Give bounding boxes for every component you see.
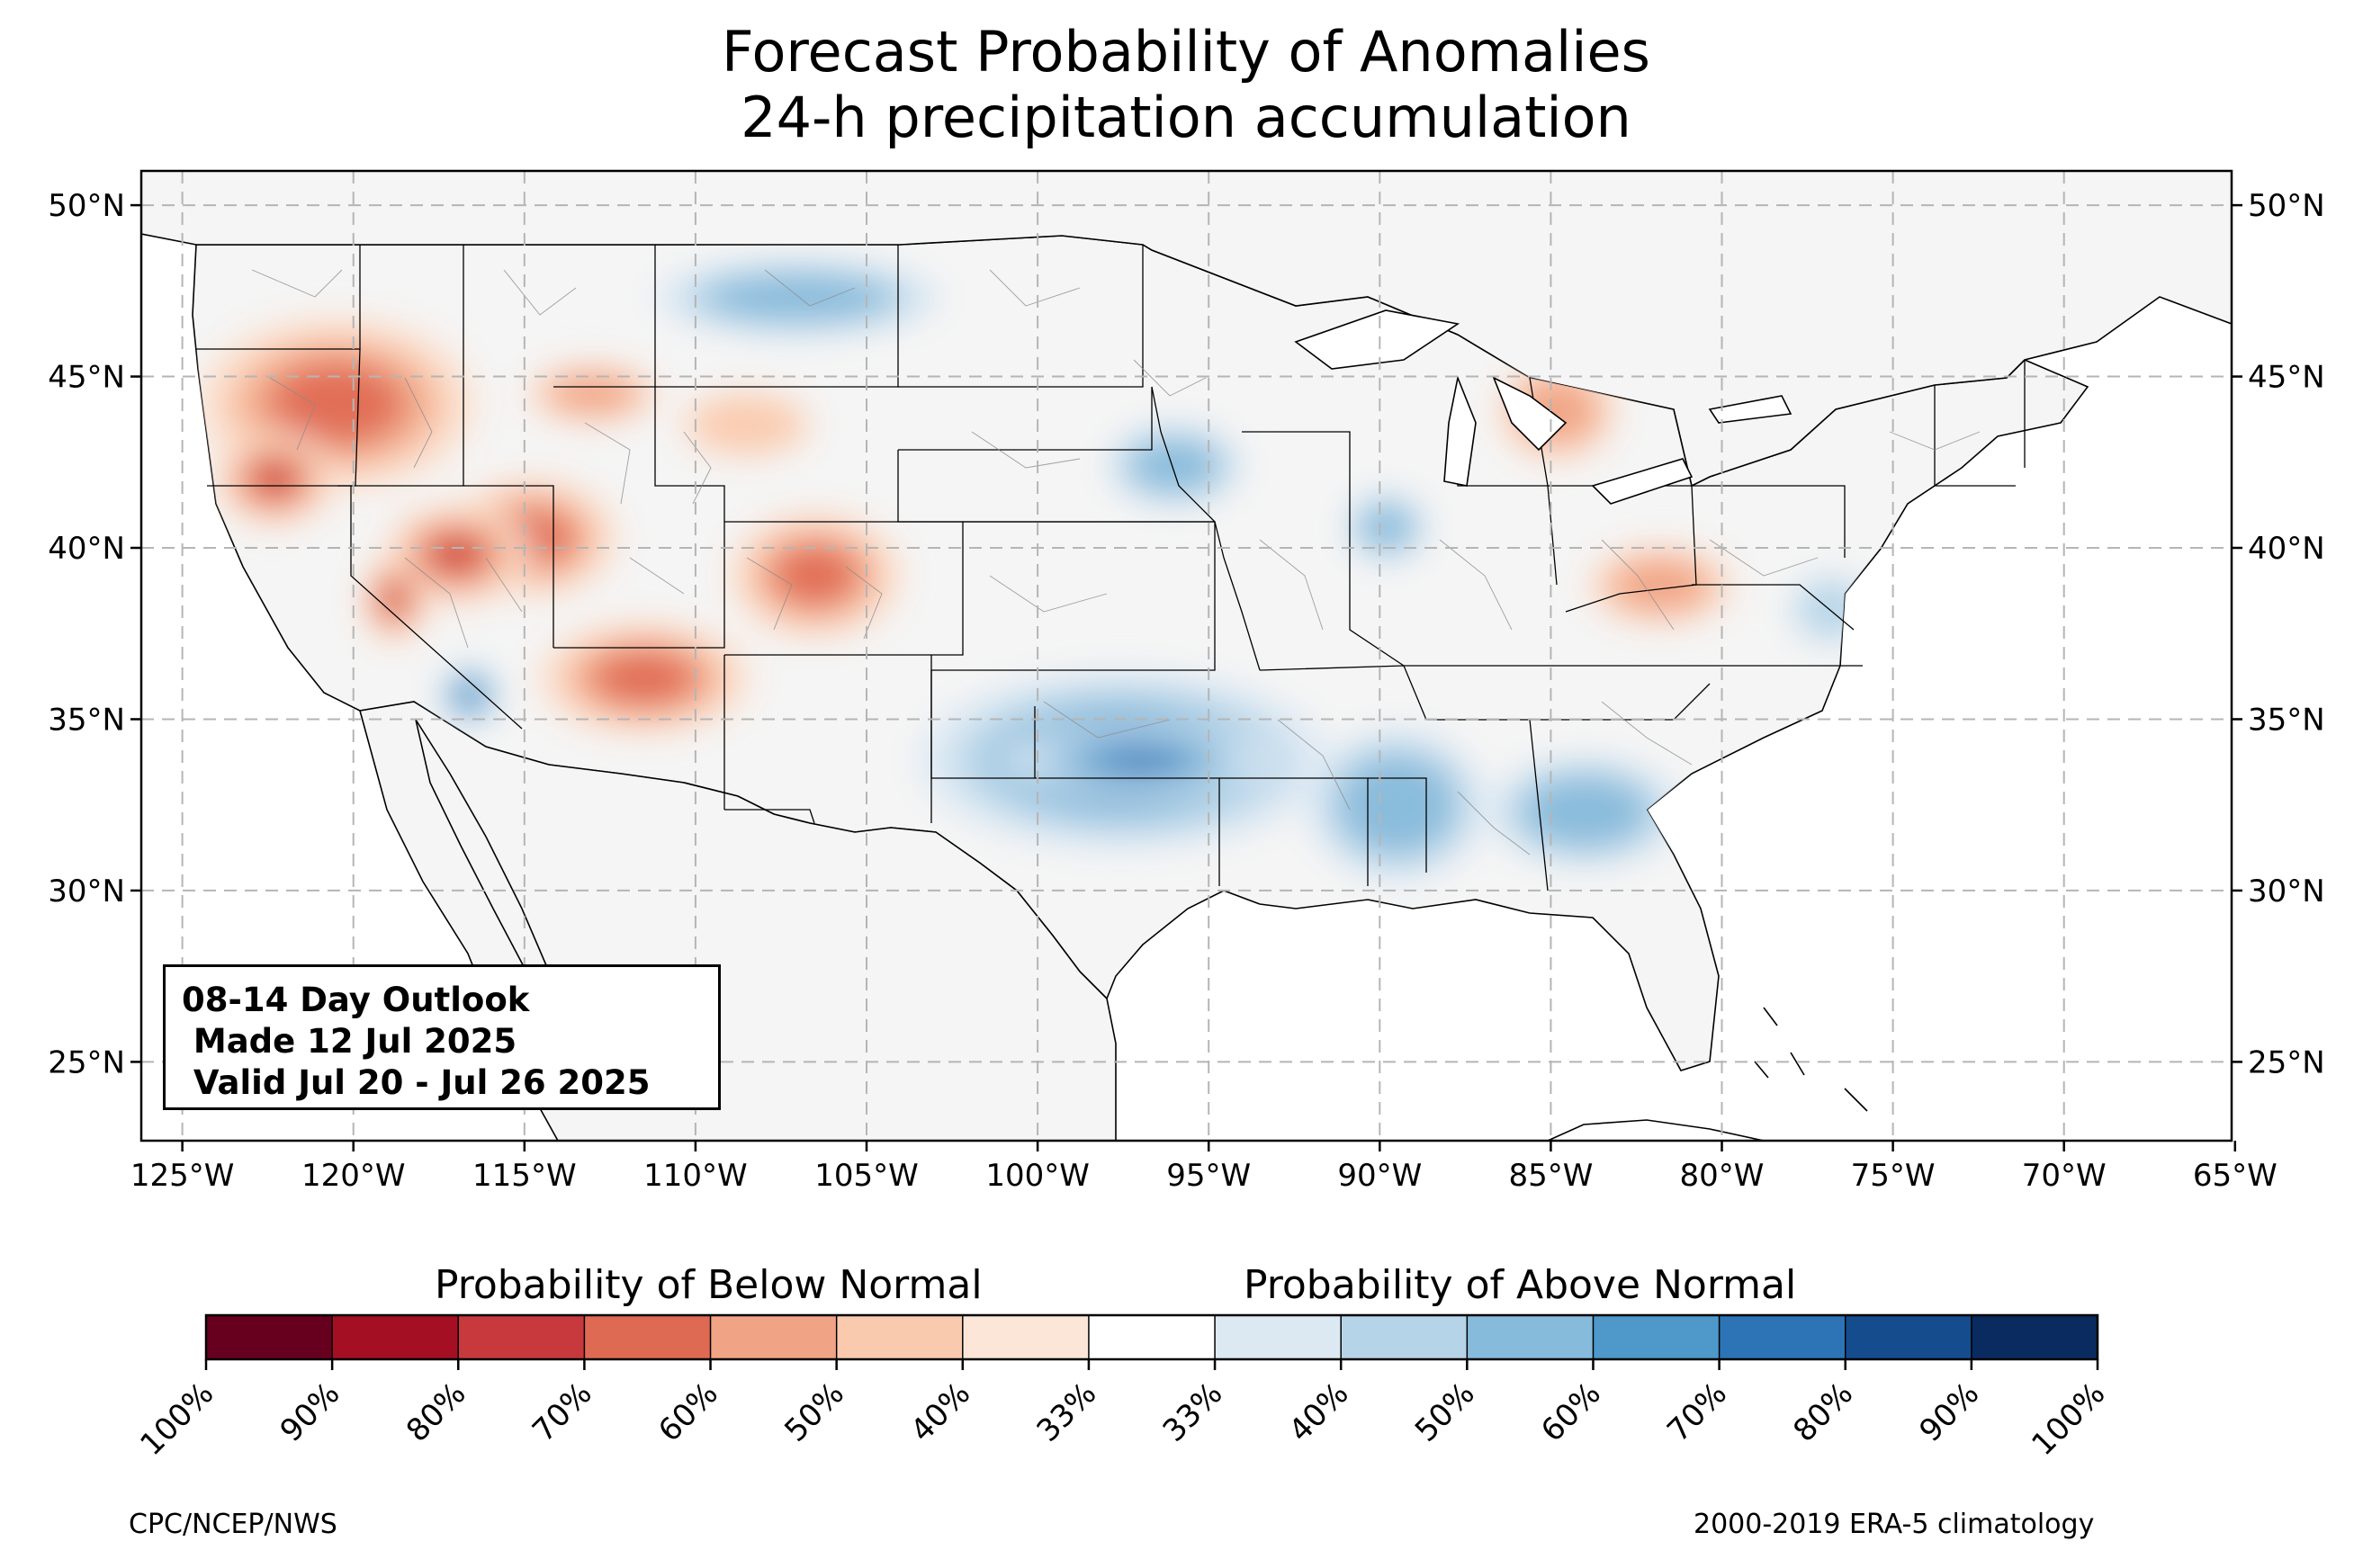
- ohio-valley-dry-anomaly: [1612, 559, 1709, 613]
- lat-label-right: 45°N: [2248, 360, 2325, 396]
- lon-label: 95°W: [1166, 1158, 1251, 1194]
- colorbar-tick-label: 60%: [651, 1375, 725, 1449]
- colorbar-swatch: [1341, 1315, 1468, 1359]
- title-line-2: 24-h precipitation accumulation: [741, 85, 1631, 150]
- colorbar-swatch: [332, 1315, 459, 1359]
- colorbar-tick-label: 50%: [777, 1375, 851, 1449]
- wyoming-dry-anomaly: [690, 396, 804, 453]
- colorbar-swatch: [1593, 1315, 1721, 1359]
- colorbar-swatch: [1719, 1315, 1846, 1359]
- colorbar-tick-label: 40%: [903, 1375, 977, 1449]
- colorbar-tick-label: 90%: [1913, 1375, 1987, 1449]
- colorbar-tick-label: 90%: [274, 1375, 347, 1449]
- colorbar-tick-label: 50%: [1408, 1375, 1482, 1449]
- colorbar-swatch: [1971, 1315, 2098, 1359]
- lat-label-left: 25°N: [48, 1044, 125, 1080]
- colorbar-tick-label: 100%: [2025, 1375, 2112, 1463]
- lon-label: 85°W: [1508, 1158, 1593, 1194]
- outlook-info-box: 08-14 Day Outlook Made 12 Jul 2025 Valid…: [163, 964, 721, 1110]
- colorbar-swatch: [710, 1315, 838, 1359]
- lat-label-left: 40°N: [48, 531, 125, 567]
- lon-label: 120°W: [301, 1158, 406, 1194]
- above-normal-label: Probability of Above Normal: [1244, 1262, 1797, 1308]
- colorbar-tick-label: 40%: [1282, 1375, 1356, 1449]
- canada-land: [141, 171, 2232, 488]
- lat-label-left: 30°N: [48, 874, 125, 909]
- lat-label-left: 45°N: [48, 360, 125, 396]
- outlook-valid-range: Valid Jul 20 - Jul 26 2025: [182, 1063, 651, 1102]
- lat-label-right: 50°N: [2248, 188, 2325, 224]
- pacific-northwest-dry-anomaly: [270, 363, 403, 445]
- upper-midwest-wet-anomaly: [1360, 505, 1414, 550]
- lat-label-left: 35°N: [48, 702, 125, 738]
- colorbar-tick-label: 100%: [133, 1375, 220, 1463]
- colorbar-swatch: [206, 1315, 333, 1359]
- colorbar-tick-label: 70%: [526, 1375, 599, 1449]
- source-credit: CPC/NCEP/NWS: [129, 1509, 337, 1540]
- colorbar-swatch: [458, 1315, 585, 1359]
- colorbar-swatch: [836, 1315, 964, 1359]
- colorbar-tick-label: 80%: [400, 1375, 473, 1449]
- lower-mississippi-wet-anomaly: [1340, 757, 1454, 854]
- lat-label-right: 40°N: [2248, 531, 2325, 567]
- axis-ticks: 50°N 50°N 45°N 45°N 40°N 40°N 35°N 35°N 30°N 30°N…: [48, 188, 2324, 1194]
- colorbar: 100% 90% 80% 70% 60% 50% 40% 33% 33% 40% 50% 60% 70%…: [133, 1313, 2112, 1463]
- lon-label: 110°W: [643, 1158, 748, 1194]
- outlook-made-date: Made 12 Jul 2025: [182, 1022, 517, 1061]
- lon-label: 125°W: [130, 1158, 235, 1194]
- map-frame: [139, 169, 2233, 1142]
- lon-label: 80°W: [1680, 1158, 1765, 1194]
- colorbar-tick-label: 33%: [1156, 1375, 1230, 1449]
- lat-label-right: 25°N: [2248, 1044, 2325, 1080]
- lat-label-right: 35°N: [2248, 702, 2325, 738]
- montana-dry-anomaly: [549, 373, 637, 414]
- colorbar-tick-label: 60%: [1534, 1375, 1608, 1449]
- cuba-coast: [1547, 1119, 1765, 1141]
- colorbar-tick-label: 70%: [1660, 1375, 1734, 1449]
- colorbar-swatch: [584, 1315, 712, 1359]
- colorbar-swatch: [1467, 1315, 1594, 1359]
- title-line-1: Forecast Probability of Anomalies: [722, 19, 1650, 85]
- southern-california-wet-anomaly: [461, 686, 479, 704]
- lon-label: 115°W: [472, 1158, 577, 1194]
- northern-plains-wet-anomaly: [705, 273, 891, 322]
- southeast-wet-anomaly: [1523, 776, 1647, 847]
- lat-label-left: 50°N: [48, 188, 125, 224]
- graticule: [141, 171, 2232, 1141]
- lon-label: 105°W: [814, 1158, 919, 1194]
- colorbar-swatch: [1215, 1315, 1342, 1359]
- four-corners-dry-anomaly: [593, 650, 695, 705]
- county-lines: [251, 269, 1981, 856]
- bahamas: [1754, 1007, 1868, 1112]
- lat-label-right: 30°N: [2248, 874, 2325, 909]
- climatology-note: 2000-2019 ERA-5 climatology: [1694, 1509, 2095, 1540]
- missouri-valley-wet-anomaly: [1130, 439, 1218, 492]
- lon-label: 90°W: [1337, 1158, 1422, 1194]
- colorbar-swatch: [1088, 1315, 1216, 1359]
- colorbar-tick-label: 80%: [1786, 1375, 1860, 1449]
- colorbar-swatch: [1845, 1315, 1972, 1359]
- colorbar-swatch: [962, 1315, 1090, 1359]
- sierra-dry-anomaly: [384, 587, 404, 613]
- colorbar-outline: [204, 1313, 2099, 1361]
- lon-label: 100°W: [985, 1158, 1090, 1194]
- below-normal-label: Probability of Below Normal: [435, 1262, 983, 1308]
- great-lakes: [1294, 309, 1792, 505]
- colorbar-tick-label: 33%: [1030, 1375, 1104, 1449]
- colorado-dry-anomaly: [774, 545, 857, 605]
- great-basin-dry-anomaly: [435, 540, 478, 569]
- lon-label: 70°W: [2022, 1158, 2107, 1194]
- red-river-wet-anomaly: [1101, 750, 1179, 770]
- lon-label: 75°W: [1851, 1158, 1936, 1194]
- northern-california-dry-anomaly: [257, 465, 292, 493]
- lon-label: 65°W: [2193, 1158, 2278, 1194]
- outlook-period: 08-14 Day Outlook: [182, 981, 530, 1019]
